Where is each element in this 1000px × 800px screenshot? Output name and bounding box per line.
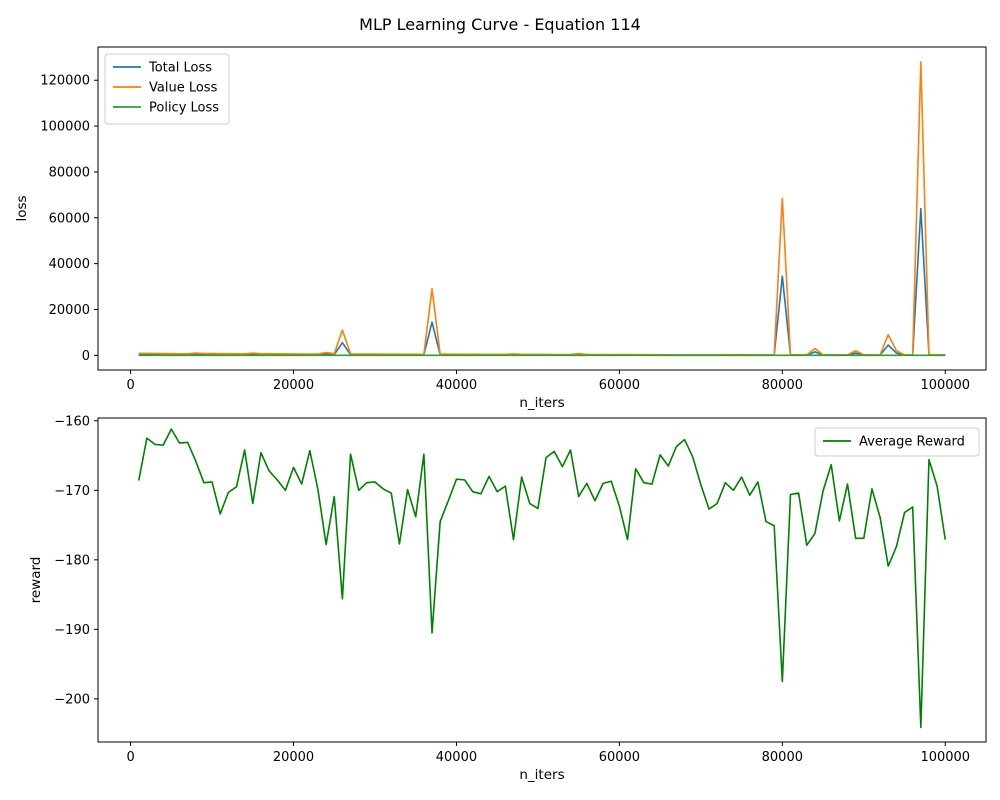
x-axis-label: n_iters xyxy=(519,767,564,783)
series-line-value-loss xyxy=(138,61,946,356)
x-tick-label: 0 xyxy=(126,378,134,393)
figure-title: MLP Learning Curve - Equation 114 xyxy=(359,15,641,34)
loss-chart: 0 20000 40000 60000 80000 100000 0 20000 40000 60… xyxy=(14,46,987,411)
y-tick-label: 60000 xyxy=(49,211,90,226)
legend-entry: Average Reward xyxy=(859,435,965,450)
legend: Total Loss Value Loss Policy Loss xyxy=(104,53,230,125)
y-tick-label: −190 xyxy=(54,623,90,638)
y-tick-label: −200 xyxy=(54,692,90,707)
x-axis-label: n_iters xyxy=(519,395,564,411)
legend-entry: Value Loss xyxy=(149,81,218,96)
legend-box xyxy=(814,427,980,457)
x-tick-label: 60000 xyxy=(599,750,640,765)
y-tick-label: 120000 xyxy=(40,74,90,89)
y-tick-label: 0 xyxy=(82,349,90,364)
plot-frame xyxy=(97,417,987,743)
series-line-average-reward xyxy=(137,428,947,729)
x-tick-label: 20000 xyxy=(273,750,314,765)
y-tick-label: 20000 xyxy=(49,303,90,318)
x-tick-label: 20000 xyxy=(273,378,314,393)
y-tick-label: 40000 xyxy=(49,257,90,272)
x-tick-label: 80000 xyxy=(762,378,803,393)
y-tick-label: −170 xyxy=(54,484,90,499)
legend-entry: Total Loss xyxy=(148,61,212,76)
plot-frame xyxy=(97,46,987,371)
y-tick-label: −160 xyxy=(54,414,90,429)
x-tick-label: 100000 xyxy=(920,378,970,393)
y-tick-label: 80000 xyxy=(49,165,90,180)
x-tick-label: 60000 xyxy=(599,378,640,393)
x-tick-label: 40000 xyxy=(436,378,477,393)
y-tick-label: −180 xyxy=(54,553,90,568)
y-axis-label: loss xyxy=(14,195,30,221)
legend-entry: Policy Loss xyxy=(149,101,219,116)
x-tick-label: 0 xyxy=(126,750,134,765)
x-tick-label: 80000 xyxy=(762,750,803,765)
x-tick-label: 40000 xyxy=(436,750,477,765)
reward-chart: 0 20000 40000 60000 80000 100000 −160 −170 −180 −… xyxy=(28,414,987,783)
y-tick-label: 100000 xyxy=(40,120,90,135)
x-tick-label: 100000 xyxy=(920,750,970,765)
legend: Average Reward xyxy=(814,427,980,457)
y-axis-label: reward xyxy=(28,557,44,604)
